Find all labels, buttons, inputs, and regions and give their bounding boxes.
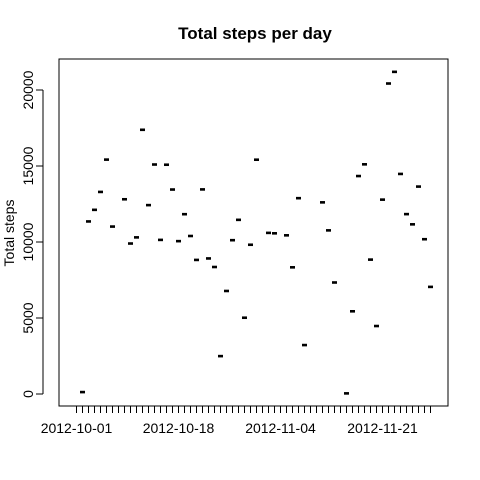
x-tick-label: 2012-10-18 <box>143 420 215 436</box>
data-point <box>410 223 415 226</box>
data-point <box>128 242 133 245</box>
data-point <box>182 212 187 216</box>
data-point <box>170 188 175 191</box>
data-point <box>242 316 247 320</box>
data-point <box>86 220 91 223</box>
data-point <box>422 237 427 241</box>
data-point <box>368 258 373 261</box>
data-point <box>92 208 97 212</box>
data-point <box>224 289 229 293</box>
data-point <box>236 218 241 222</box>
data-point <box>164 163 169 167</box>
data-point <box>104 158 109 161</box>
data-point <box>188 234 193 238</box>
data-points <box>80 70 433 395</box>
x-axis: 2012-10-01 2012-10-18 2012-11-04 2012-11-21 <box>41 405 431 436</box>
data-point <box>176 239 181 243</box>
data-point <box>398 172 403 176</box>
data-point <box>140 128 145 132</box>
y-tick-label: 20000 <box>20 70 36 109</box>
data-point <box>110 225 115 228</box>
y-tick-label: 15000 <box>20 146 36 185</box>
data-point <box>362 163 367 166</box>
data-point <box>296 196 301 200</box>
data-point <box>218 354 223 358</box>
data-point <box>272 232 277 235</box>
data-point <box>194 258 199 262</box>
data-point <box>230 238 235 242</box>
data-point <box>80 390 85 394</box>
data-point <box>374 324 379 328</box>
data-point <box>392 70 397 74</box>
data-point <box>404 212 409 216</box>
data-point <box>332 281 337 284</box>
data-point <box>386 82 391 85</box>
x-tick-label: 2012-10-01 <box>41 420 113 436</box>
data-point <box>206 257 211 260</box>
data-point <box>350 309 355 313</box>
data-point <box>254 158 259 162</box>
x-tick-label: 2012-11-21 <box>347 420 418 436</box>
data-point <box>200 188 205 191</box>
data-point <box>326 229 331 232</box>
data-point <box>416 185 421 188</box>
data-point <box>380 198 385 201</box>
data-point <box>152 163 157 166</box>
y-axis: 0 5000 10000 15000 20000 <box>20 70 44 398</box>
data-point <box>146 203 151 207</box>
data-point <box>266 231 271 235</box>
y-tick-label: 0 <box>20 390 36 398</box>
data-point <box>290 266 295 269</box>
y-axis-title: Total steps <box>1 200 17 267</box>
chart-title: Total steps per day <box>178 24 332 43</box>
y-tick-label: 10000 <box>20 222 36 261</box>
data-point <box>248 243 253 247</box>
data-point <box>158 238 163 242</box>
data-point <box>98 190 103 194</box>
data-point <box>212 265 217 269</box>
data-point <box>320 201 325 204</box>
x-tick-label: 2012-11-04 <box>245 420 316 436</box>
data-point <box>344 392 349 395</box>
data-point <box>356 174 361 178</box>
data-point <box>302 343 307 347</box>
data-point <box>428 285 433 289</box>
data-point <box>284 234 289 237</box>
y-tick-label: 5000 <box>20 302 36 333</box>
data-point <box>122 197 127 201</box>
data-point <box>134 236 139 239</box>
plot-frame <box>58 58 449 407</box>
